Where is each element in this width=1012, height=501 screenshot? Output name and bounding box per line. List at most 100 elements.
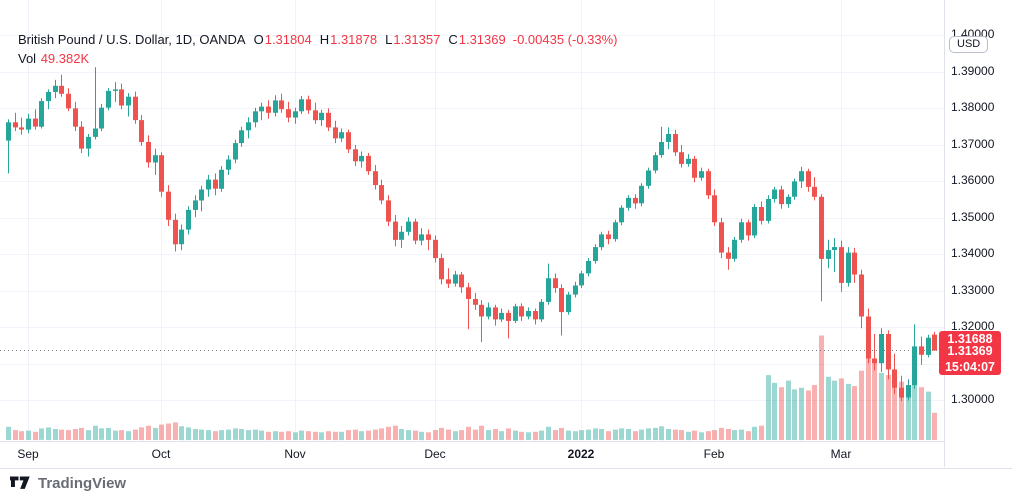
currency-toggle[interactable]: USD — [949, 36, 989, 53]
volume-bar — [426, 432, 431, 440]
time-tick-label: Nov — [284, 447, 306, 461]
legend-row-volume: Vol 49.382K — [18, 49, 618, 68]
volume-bar — [179, 426, 184, 441]
candle-body — [313, 110, 318, 121]
candle-body — [673, 134, 678, 153]
volume-bar — [6, 426, 11, 440]
candle — [666, 127, 671, 150]
candle — [659, 126, 664, 158]
candle — [613, 219, 618, 242]
candle — [533, 308, 538, 325]
candle — [586, 258, 591, 277]
candle-body — [279, 100, 284, 110]
candle — [646, 167, 651, 189]
candle-body — [839, 247, 844, 283]
candle-body — [79, 126, 84, 149]
volume-bar — [73, 429, 78, 440]
volume-bar — [333, 431, 338, 441]
countdown-timer: 15:04:07 — [944, 360, 996, 374]
candle — [892, 353, 897, 394]
candle-body — [359, 155, 364, 162]
volume-bar — [866, 350, 871, 440]
candle — [653, 152, 658, 174]
volume-bar — [932, 412, 937, 440]
candle — [926, 334, 931, 358]
candle — [119, 83, 124, 110]
volume-bar — [653, 427, 658, 440]
time-tick-label: Sep — [17, 447, 39, 461]
candle — [273, 95, 278, 117]
candle — [339, 128, 344, 142]
candle-body — [606, 234, 611, 240]
volume-bar — [419, 431, 424, 441]
candle-body — [646, 170, 651, 186]
volume-bar — [193, 429, 198, 440]
candle-body — [806, 171, 811, 187]
candle — [206, 174, 211, 197]
volume-bar — [519, 431, 524, 441]
volume-bar — [106, 427, 111, 440]
candle-body — [706, 171, 711, 196]
candle — [253, 107, 258, 128]
volume-bar — [566, 430, 571, 440]
candle-body — [326, 112, 331, 128]
candle — [46, 89, 51, 110]
candle-body — [353, 149, 358, 162]
candle — [293, 107, 298, 124]
candle-body — [812, 186, 817, 197]
volume-layer — [6, 335, 937, 441]
candle-body — [186, 209, 191, 230]
candle — [699, 167, 704, 181]
candle-body — [633, 197, 638, 204]
volume-bar — [26, 430, 31, 440]
candle-body — [766, 199, 771, 221]
candle-body — [892, 369, 897, 388]
volume-value: 49.382K — [40, 51, 90, 66]
candle-body — [93, 128, 98, 137]
legend-row-symbol: British Pound / U.S. Dollar, 1D, OANDA O1… — [18, 30, 618, 49]
tradingview-logo[interactable]: TradingView — [10, 474, 126, 492]
volume-bar — [46, 427, 51, 441]
candle — [413, 218, 418, 245]
volume-bar — [726, 429, 731, 440]
candle-body — [119, 89, 124, 106]
volume-bar — [746, 431, 751, 440]
candle-body — [86, 136, 91, 149]
candle — [146, 135, 151, 168]
volume-bar — [19, 431, 24, 440]
price-chart-canvas[interactable] — [0, 0, 944, 441]
candle-body — [819, 196, 824, 259]
candle — [213, 173, 218, 196]
candle — [453, 270, 458, 287]
candle-body — [699, 171, 704, 178]
candle — [593, 244, 598, 264]
candle-body — [912, 346, 917, 386]
volume-bar — [759, 425, 764, 440]
volume-bar — [266, 431, 271, 441]
candle — [406, 217, 411, 236]
candle — [426, 229, 431, 251]
candle-body — [419, 234, 424, 241]
price-axis[interactable]: USD 1.40000 1.39000 1.38000 1.37000 1.36000 1… — [944, 0, 1012, 467]
candle — [739, 218, 744, 243]
candle-body — [166, 191, 171, 220]
volume-bar — [586, 429, 591, 440]
volume-bar — [579, 430, 584, 440]
volume-bar — [146, 425, 151, 440]
volume-bar — [673, 429, 678, 440]
candle — [373, 165, 378, 190]
candle — [166, 185, 171, 226]
volume-bar — [792, 389, 797, 440]
volume-bar — [226, 429, 231, 440]
candle — [839, 240, 844, 292]
candle-body — [826, 250, 831, 259]
time-axis[interactable]: Sep Oct Nov Dec 2022 Feb Mar — [0, 441, 1012, 469]
candle — [99, 104, 104, 132]
candle — [526, 307, 531, 320]
candle — [692, 155, 697, 183]
low-key: L — [385, 32, 393, 47]
volume-bar — [613, 429, 618, 440]
symbol-title[interactable]: British Pound / U.S. Dollar, 1D, OANDA — [18, 32, 246, 47]
volume-bar — [33, 431, 38, 441]
volume-bar — [912, 367, 917, 440]
